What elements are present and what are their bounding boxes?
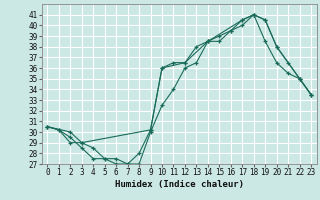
X-axis label: Humidex (Indice chaleur): Humidex (Indice chaleur): [115, 180, 244, 189]
